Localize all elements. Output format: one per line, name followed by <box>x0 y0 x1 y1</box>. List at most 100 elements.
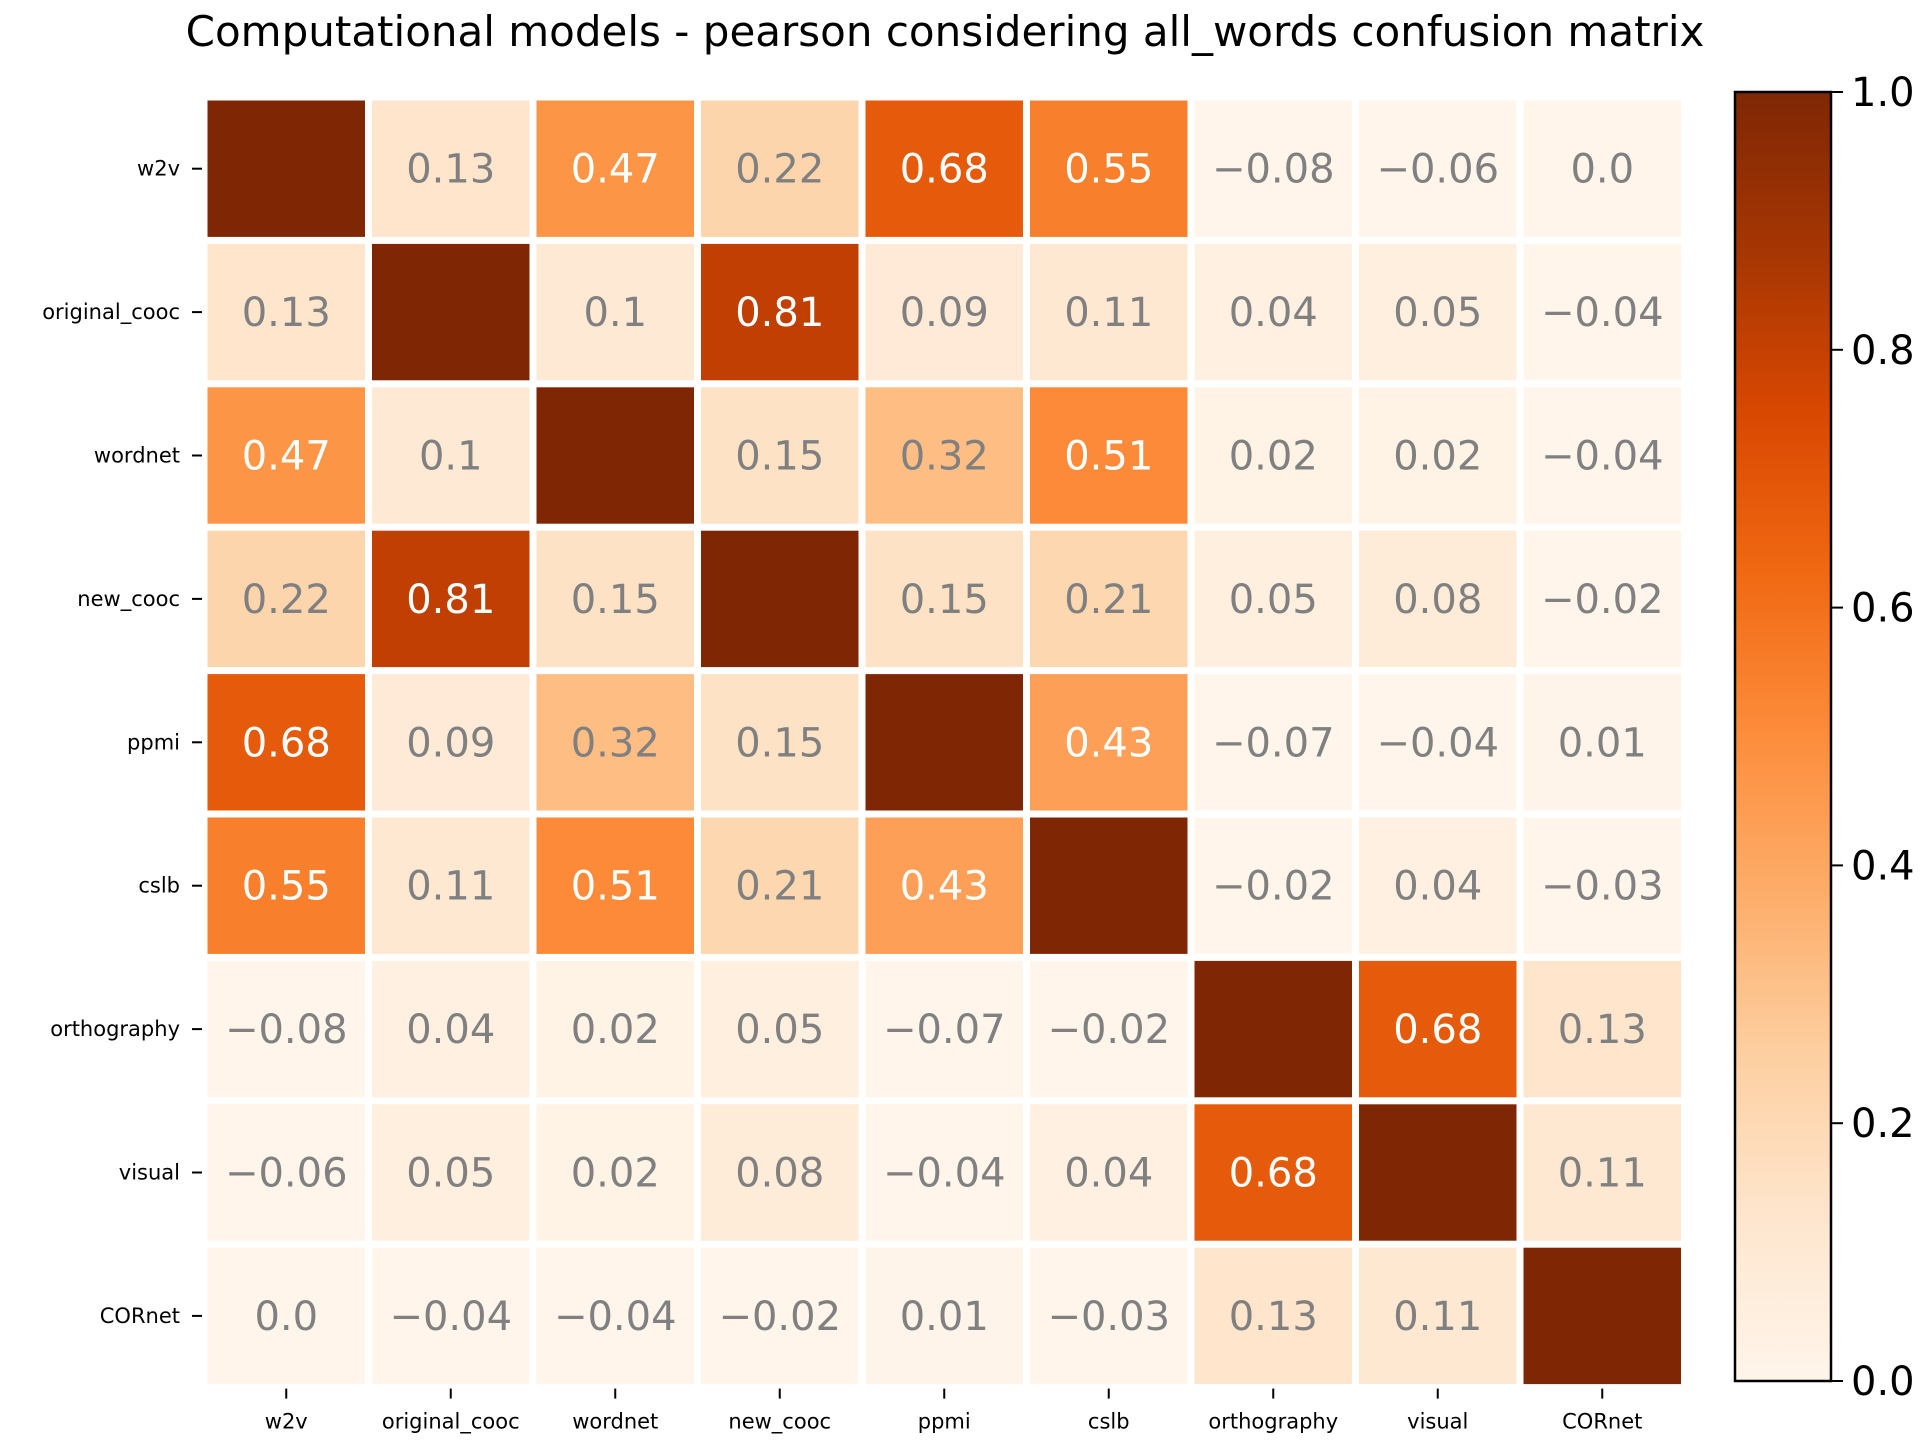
cell-value-label: −0.04 <box>883 1151 1006 1197</box>
colorbar-tick-label: 0.0 <box>1851 1359 1915 1405</box>
cell-value-label: 0.09 <box>900 290 989 336</box>
colorbar-tick-label: 0.8 <box>1851 328 1915 374</box>
heatmap-cell <box>1194 960 1352 1098</box>
heatmap-cell <box>1194 1247 1352 1385</box>
cell-value-label: 0.0 <box>1570 147 1634 193</box>
heatmap-cell <box>372 1104 530 1241</box>
cell-value-label: 0.32 <box>571 720 660 766</box>
heatmap-cell <box>701 817 859 954</box>
colorbar-tick-label: 0.4 <box>1851 843 1915 889</box>
cell-value-label: 0.04 <box>1393 864 1482 910</box>
x-tick-label: new_cooc <box>728 1410 831 1435</box>
heatmap-cell <box>701 530 859 668</box>
heatmap-cell <box>1359 100 1517 237</box>
heatmap-cell <box>865 1247 1023 1385</box>
heatmap-cell <box>536 387 694 524</box>
heatmap-cell <box>865 530 1023 668</box>
heatmap-cell <box>1523 1247 1681 1385</box>
heatmap-cell <box>536 1247 694 1385</box>
cell-value-label: −0.06 <box>225 1151 348 1197</box>
heatmap-cell <box>1359 387 1517 524</box>
cell-value-label: 0.04 <box>1064 1151 1153 1197</box>
cell-value-label: 0.1 <box>419 434 483 480</box>
colorbar-gradient <box>1733 90 1833 1383</box>
cell-value-label: 0.02 <box>1229 434 1318 480</box>
cell-value-label: −0.02 <box>1212 864 1335 910</box>
cell-value-label: 0.05 <box>406 1151 495 1197</box>
y-tick-label: orthography <box>50 1017 180 1041</box>
colorbar-tick-label: 0.6 <box>1851 586 1915 632</box>
heatmap-cell <box>536 674 694 811</box>
heatmap-cells <box>207 100 1681 1385</box>
heatmap-cell <box>372 674 530 811</box>
heatmap-cell <box>1030 387 1188 524</box>
heatmap-cell <box>207 1247 365 1385</box>
cell-value-label: −0.08 <box>1212 147 1335 193</box>
heatmap-cell <box>536 530 694 668</box>
x-tick-label: w2v <box>265 1410 308 1434</box>
cell-value-label: 0.55 <box>1064 147 1153 193</box>
heatmap-cell <box>1359 243 1517 381</box>
cell-value-label: 0.01 <box>900 1294 989 1340</box>
colorbar-tick-label: 0.2 <box>1851 1101 1915 1147</box>
cell-value-label: 0.15 <box>900 577 989 623</box>
cell-value-label: −0.08 <box>225 1007 348 1053</box>
cell-value-label: 0.02 <box>1393 434 1482 480</box>
heatmap-cell <box>372 960 530 1098</box>
x-tick-label: visual <box>1407 1410 1468 1434</box>
heatmap-cell <box>1523 674 1681 811</box>
heatmap-cell <box>1359 674 1517 811</box>
cell-value-label: 0.01 <box>1558 720 1647 766</box>
y-tick-label: CORnet <box>100 1304 180 1328</box>
cell-value-label: 0.43 <box>900 864 989 910</box>
cell-value-label: 0.43 <box>1064 720 1153 766</box>
x-axis: w2v original_cooc wordnet new_cooc ppmi cslb o… <box>265 1388 1642 1435</box>
cell-value-label: 0.05 <box>1229 577 1318 623</box>
cell-value-label: 0.15 <box>735 434 824 480</box>
heatmap-cell <box>1359 530 1517 668</box>
cell-value-label: 0.47 <box>242 434 331 480</box>
heatmap-cell <box>1030 674 1188 811</box>
cell-value-label: 0.32 <box>900 434 989 480</box>
cell-value-label: −0.07 <box>883 1007 1006 1053</box>
cell-value-label: 0.05 <box>735 1007 824 1053</box>
heatmap-cell <box>701 674 859 811</box>
heatmap-cell <box>1523 243 1681 381</box>
heatmap-cell <box>865 1104 1023 1241</box>
cell-value-label: 0.11 <box>406 864 495 910</box>
cell-value-label: −0.04 <box>389 1294 512 1340</box>
heatmap-cell <box>536 243 694 381</box>
heatmap-cell <box>207 530 365 668</box>
heatmap-cell <box>701 1247 859 1385</box>
cell-value-label: 0.47 <box>571 147 660 193</box>
cell-value-label: 0.68 <box>242 720 331 766</box>
cell-value-label: 0.04 <box>406 1007 495 1053</box>
heatmap-cell <box>1523 817 1681 954</box>
heatmap-cell <box>1194 387 1352 524</box>
cell-value-label: −0.03 <box>1541 864 1664 910</box>
heatmap-cell <box>1523 100 1681 237</box>
heatmap-cell <box>372 817 530 954</box>
heatmap-cell <box>701 243 859 381</box>
x-tick-label: ppmi <box>918 1410 971 1434</box>
cell-value-label: 0.11 <box>1064 290 1153 336</box>
heatmap-cell <box>1359 1104 1517 1241</box>
heatmap-cell <box>372 530 530 668</box>
cell-value-label: 0.51 <box>571 864 660 910</box>
cell-value-label: −0.02 <box>718 1294 841 1340</box>
cell-value-label: 0.13 <box>1229 1294 1318 1340</box>
heatmap-cell <box>372 387 530 524</box>
chart-title: Computational models - pearson consideri… <box>186 7 1705 56</box>
cell-value-label: 0.02 <box>571 1007 660 1053</box>
cell-value-label: 0.0 <box>254 1294 318 1340</box>
y-tick-label: ppmi <box>127 730 180 754</box>
cell-value-label: 0.11 <box>1393 1294 1482 1340</box>
heatmap-cell <box>372 100 530 237</box>
heatmap-cell <box>865 960 1023 1098</box>
heatmap-cell <box>701 387 859 524</box>
heatmap-cell <box>372 1247 530 1385</box>
heatmap-cell <box>1194 674 1352 811</box>
x-tick-label: orthography <box>1208 1410 1338 1434</box>
